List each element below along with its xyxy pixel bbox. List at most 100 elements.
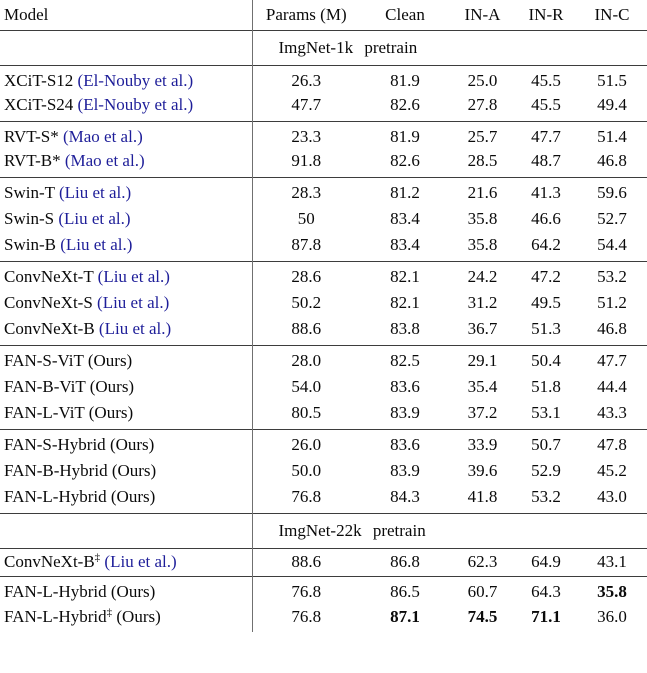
value-cell: 83.4 — [390, 209, 420, 228]
value-cell: 64.3 — [531, 581, 561, 601]
value-cell: 50 — [297, 209, 315, 228]
citation-link[interactable]: (Liu et al.) — [58, 182, 132, 202]
model-name-cell: RVT-S* (Mao et al.) — [0, 121, 253, 149]
model-name: ConvNeXt-B — [4, 552, 95, 571]
value-cell: 81.9 — [390, 126, 420, 146]
model-name: ConvNeXt-S — [4, 293, 93, 312]
model-name-cell: FAN-B-Hybrid (Ours) — [0, 457, 253, 485]
table-row: RVT-B* (Mao et al.) 91.8 82.6 28.5 48.7 46.8 — [0, 149, 647, 177]
value-cell: 45.5 — [531, 70, 561, 90]
table-row: FAN-S-ViT (Ours) 28.0 82.5 29.1 50.4 47.7 — [0, 345, 647, 373]
value-cell: 54.0 — [291, 377, 322, 396]
value-cell: 28.3 — [291, 182, 322, 202]
table-row: FAN-L-Hybrid‡ (Ours) 76.8 87.1 74.5 71.1 36.0 — [0, 604, 647, 632]
table-row: Swin-B (Liu et al.) 87.8 83.4 35.8 64.2 54.4 — [0, 233, 647, 261]
section: ImgNet-1k pretrain — [0, 30, 647, 65]
value-cell: 31.2 — [467, 293, 498, 312]
value-cell: 87.8 — [291, 235, 322, 255]
model-name: Swin-S — [4, 209, 55, 228]
value-cell: 87.1 — [390, 606, 420, 626]
value-cell: 25.0 — [467, 70, 498, 90]
value-cell: 41.3 — [531, 182, 561, 202]
value-cell: 28.0 — [291, 350, 322, 370]
value-cell: 51.5 — [597, 70, 627, 90]
model-group: Swin-T (Liu et al.) 28.3 81.2 21.6 41.3 59.6 S… — [0, 177, 647, 261]
citation-link[interactable]: (Liu et al.) — [104, 552, 177, 571]
value-cell: 88.6 — [291, 552, 322, 571]
value-cell: 26.0 — [291, 434, 322, 454]
citation-link[interactable]: (Liu et al.) — [58, 209, 131, 228]
value-cell: 35.8 — [597, 581, 627, 601]
model-name: FAN-L-ViT — [4, 403, 85, 423]
section-title-row: ImgNet-22k pretrain — [0, 513, 647, 548]
value-cell: 36.0 — [597, 606, 627, 626]
value-cell: 83.8 — [390, 319, 420, 339]
value-cell: 44.4 — [597, 377, 627, 396]
table-row: Swin-T (Liu et al.) 28.3 81.2 21.6 41.3 59.6 — [0, 177, 647, 205]
table-row: FAN-L-Hybrid (Ours) 76.8 84.3 41.8 53.2 43.0 — [0, 485, 647, 513]
citation-link[interactable]: (Mao et al.) — [64, 151, 145, 171]
table-row: ConvNeXt-T (Liu et al.) 28.6 82.1 24.2 47.2 5… — [0, 261, 647, 289]
value-cell: 26.3 — [291, 70, 322, 90]
value-cell: 33.9 — [467, 434, 498, 454]
model-name: FAN-L-Hybrid — [4, 581, 107, 601]
citation-link[interactable]: (Mao et al.) — [62, 126, 143, 146]
model-name-cell: Swin-B (Liu et al.) — [0, 233, 253, 261]
value-cell: 46.8 — [597, 151, 627, 171]
value-cell: 50.0 — [291, 461, 322, 480]
citation-link[interactable]: (Liu et al.) — [97, 266, 170, 286]
model-name-cell: FAN-L-Hybrid‡ (Ours) — [0, 604, 253, 632]
value-cell: 82.1 — [390, 293, 420, 312]
value-cell: 74.5 — [467, 606, 498, 626]
col-header-clean: Clean — [385, 4, 425, 24]
value-cell: 82.5 — [390, 350, 420, 370]
value-cell: 83.6 — [390, 377, 420, 396]
results-table: Model Params (M) Clean IN-A IN-R IN-C Im… — [0, 0, 647, 632]
model-group: FAN-S-Hybrid (Ours) 26.0 83.6 33.9 50.7 47.8 F… — [0, 429, 647, 513]
citation-link[interactable]: (El-Nouby et al.) — [77, 95, 194, 115]
citation-link[interactable]: (El-Nouby et al.) — [77, 70, 194, 90]
section-title-row: ImgNet-1k pretrain — [0, 30, 647, 65]
value-cell: 76.8 — [291, 581, 322, 601]
table-row: ConvNeXt-B‡ (Liu et al.) 88.6 86.8 62.3 64.9… — [0, 548, 647, 576]
value-cell: 52.7 — [597, 209, 627, 228]
model-name: ConvNeXt-T — [4, 266, 94, 286]
value-cell: 54.4 — [597, 235, 627, 255]
table-row: ConvNeXt-B (Liu et al.) 88.6 83.8 36.7 51.3 4… — [0, 317, 647, 345]
table-row: XCiT-S24 (El-Nouby et al.) 47.7 82.6 27.8 45… — [0, 93, 647, 121]
ours-label: (Ours) — [116, 606, 161, 626]
value-cell: 82.1 — [390, 266, 420, 286]
ours-label: (Ours) — [109, 434, 155, 454]
table-row: FAN-B-Hybrid (Ours) 50.0 83.9 39.6 52.9 45.2 — [0, 457, 647, 485]
value-cell: 49.5 — [531, 293, 561, 312]
value-cell: 83.9 — [390, 461, 420, 480]
table-row: FAN-L-Hybrid (Ours) 76.8 86.5 60.7 64.3 35.8 — [0, 576, 647, 604]
value-cell: 83.4 — [390, 235, 420, 255]
model-name: Swin-B — [4, 235, 56, 255]
table-row: FAN-B-ViT (Ours) 54.0 83.6 35.4 51.8 44.4 — [0, 373, 647, 401]
value-cell: 24.2 — [467, 266, 498, 286]
value-cell: 28.6 — [291, 266, 322, 286]
model-name: ConvNeXt-B — [4, 319, 95, 339]
value-cell: 39.6 — [467, 461, 498, 480]
value-cell: 50.2 — [291, 293, 322, 312]
value-cell: 86.5 — [390, 581, 420, 601]
ours-label: (Ours) — [89, 377, 135, 396]
table-row: ConvNeXt-S (Liu et al.) 50.2 82.1 31.2 49.5 5… — [0, 289, 647, 317]
value-cell: 47.7 — [597, 350, 627, 370]
value-cell: 25.7 — [467, 126, 498, 146]
model-group: ConvNeXt-B‡ (Liu et al.) 88.6 86.8 62.3 64.9… — [0, 548, 647, 576]
value-cell: 81.9 — [390, 70, 420, 90]
model-name: RVT-S* — [4, 126, 59, 146]
citation-link[interactable]: (Liu et al.) — [97, 293, 170, 312]
ours-label: (Ours) — [111, 461, 157, 480]
value-cell: 23.3 — [291, 126, 322, 146]
citation-link[interactable]: (Liu et al.) — [60, 235, 133, 255]
model-name: XCiT-S12 — [4, 70, 74, 90]
citation-link[interactable]: (Liu et al.) — [98, 319, 172, 339]
model-name: FAN-S-Hybrid — [4, 434, 106, 454]
col-header-in-a: IN-A — [464, 4, 501, 24]
value-cell: 62.3 — [467, 552, 498, 571]
value-cell: 36.7 — [467, 319, 498, 339]
model-name-cell: FAN-L-Hybrid (Ours) — [0, 485, 253, 513]
